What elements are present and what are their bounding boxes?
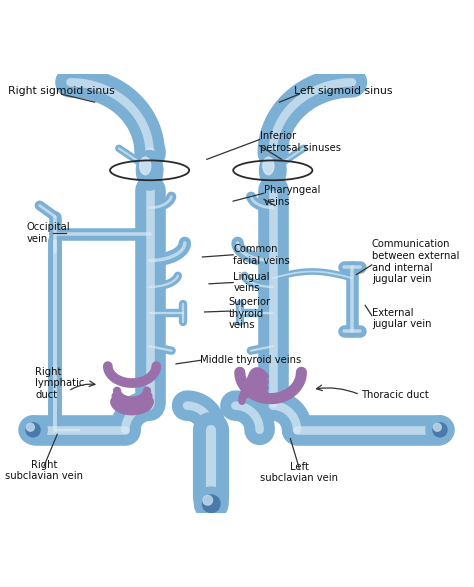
Text: Lingual
veins: Lingual veins: [233, 272, 270, 294]
Text: Middle thyroid veins: Middle thyroid veins: [200, 355, 301, 365]
Circle shape: [433, 423, 447, 437]
Circle shape: [433, 423, 441, 431]
Circle shape: [426, 416, 454, 444]
Text: Occipital
vein: Occipital vein: [27, 222, 70, 244]
Ellipse shape: [137, 150, 163, 190]
Text: Thoracic duct: Thoracic duct: [361, 390, 428, 400]
Text: Right
lymphatic
duct: Right lymphatic duct: [35, 367, 85, 400]
Circle shape: [202, 495, 220, 512]
Ellipse shape: [263, 157, 274, 175]
Text: External
jugular vein: External jugular vein: [372, 308, 431, 329]
Text: Common
facial veins: Common facial veins: [233, 244, 290, 265]
Text: Left
subclavian vein: Left subclavian vein: [260, 462, 338, 483]
Text: Left sigmoid sinus: Left sigmoid sinus: [294, 86, 392, 96]
Circle shape: [203, 495, 212, 505]
Circle shape: [27, 423, 35, 431]
Text: Right
subclavian vein: Right subclavian vein: [5, 460, 83, 481]
Circle shape: [19, 416, 47, 444]
Ellipse shape: [260, 150, 286, 190]
Ellipse shape: [140, 157, 151, 175]
Text: Communication
between external
and internal
jugular vein: Communication between external and inter…: [372, 239, 459, 284]
Text: Right sigmoid sinus: Right sigmoid sinus: [8, 86, 115, 96]
Text: Inferior
petrosaI sinuses: Inferior petrosaI sinuses: [260, 131, 341, 153]
Circle shape: [26, 423, 40, 437]
Circle shape: [194, 487, 228, 521]
Text: Pharyngeal
veins: Pharyngeal veins: [264, 185, 320, 207]
Text: Superior
thyroid
veins: Superior thyroid veins: [229, 297, 271, 330]
